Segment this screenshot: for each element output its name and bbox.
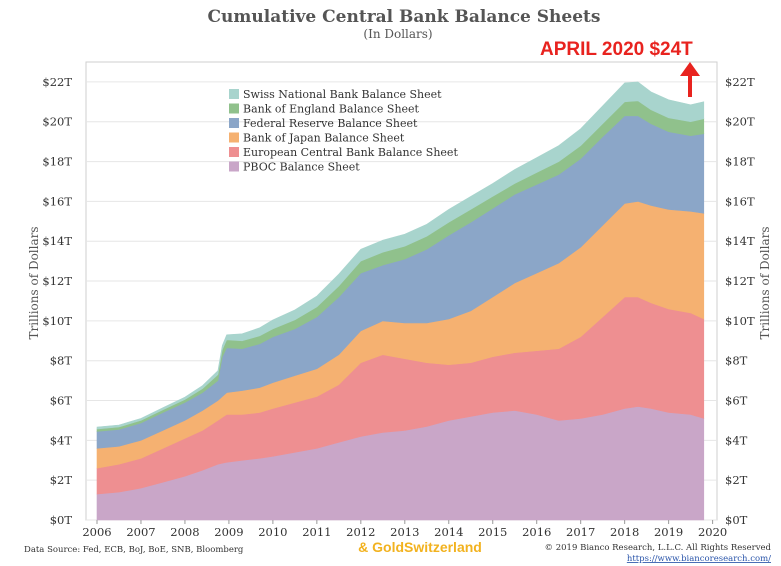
y-tick-label-right: $16T [725, 194, 755, 208]
x-tick-label: 2016 [522, 525, 551, 539]
y-tick-label-right: $8T [725, 354, 748, 368]
y-tick-label-right: $18T [725, 155, 755, 169]
x-tick-label: 2010 [258, 525, 287, 539]
x-tick-label: 2008 [170, 525, 199, 539]
chart-title: Cumulative Central Bank Balance Sheets [208, 7, 601, 27]
y-tick-label-left: $4T [50, 433, 73, 447]
x-tick-label: 2009 [214, 525, 243, 539]
legend-entry: European Central Bank Balance Sheet [243, 146, 458, 159]
source-url-link[interactable]: https://www.biancoresearch.com/ [627, 554, 771, 564]
y-tick-label-left: $10T [42, 314, 72, 328]
legend-swatch [229, 103, 239, 114]
x-tick-label: 2018 [610, 525, 639, 539]
legend-entry: PBOC Balance Sheet [243, 161, 360, 174]
y-tick-label-left: $0T [50, 513, 73, 527]
copyright-text: © 2019 Bianco Research, L.L.C. All Right… [545, 543, 772, 553]
watermark-text: & GoldSwitzerland [358, 539, 482, 555]
x-tick-label: 2013 [390, 525, 419, 539]
x-tick-label: 2011 [302, 525, 331, 539]
x-tick-label: 2012 [346, 525, 375, 539]
legend-entry: Bank of England Balance Sheet [243, 103, 420, 116]
axes: $0T $0T $2T $2T $4T $4T $6T $6T $8T $8T $10T $10T $1… [42, 75, 755, 539]
y-tick-label-left: $14T [42, 234, 72, 248]
y-tick-label-left: $8T [50, 354, 73, 368]
legend: Swiss National Bank Balance Sheet Bank of… [229, 88, 458, 174]
x-tick-label: 2020 [698, 525, 727, 539]
y-tick-label-left: $6T [50, 394, 73, 408]
y-tick-label-right: $0T [725, 513, 748, 527]
legend-swatch [229, 161, 239, 172]
legend-entry: Federal Reserve Balance Sheet [243, 117, 418, 130]
x-tick-label: 2014 [434, 525, 463, 539]
y-tick-label-left: $2T [50, 473, 73, 487]
y-tick-label-right: $12T [725, 274, 755, 288]
callout-text: APRIL 2020 $24T [540, 39, 693, 60]
x-tick-label: 2006 [82, 525, 111, 539]
y-tick-label-left: $22T [42, 75, 72, 89]
x-tick-label: 2015 [478, 525, 507, 539]
x-tick-label: 2007 [126, 525, 155, 539]
callout-arrow [680, 62, 700, 97]
y-tick-label-right: $20T [725, 115, 755, 129]
y-tick-label-left: $20T [42, 115, 72, 129]
y-tick-label-right: $14T [725, 234, 755, 248]
legend-entry: Bank of Japan Balance Sheet [243, 132, 405, 145]
x-tick-label: 2017 [566, 525, 595, 539]
legend-swatch [229, 132, 239, 143]
chart-subtitle: (In Dollars) [363, 27, 432, 41]
stacked-areas [96, 81, 705, 521]
legend-swatch [229, 147, 239, 157]
y-tick-label-left: $12T [42, 274, 72, 288]
y-tick-label-right: $2T [725, 473, 748, 487]
y-axis-label-left: Trillions of Dollars [27, 226, 41, 339]
y-tick-label-right: $4T [725, 433, 748, 447]
y-tick-label-left: $18T [42, 155, 72, 169]
y-axis-label-right: Trillions of Dollars [758, 226, 772, 339]
legend-swatch [229, 89, 239, 99]
x-tick-label: 2019 [654, 525, 683, 539]
y-tick-label-right: $6T [725, 394, 748, 408]
data-source-text: Data Source: Fed, ECB, BoJ, BoE, SNB, Bl… [24, 545, 244, 555]
area-series-5 [96, 81, 705, 430]
y-tick-label-right: $22T [725, 75, 755, 89]
legend-entry: Swiss National Bank Balance Sheet [243, 88, 442, 101]
y-tick-label-left: $16T [42, 194, 72, 208]
legend-swatch [229, 118, 239, 128]
y-tick-label-right: $10T [725, 314, 755, 328]
